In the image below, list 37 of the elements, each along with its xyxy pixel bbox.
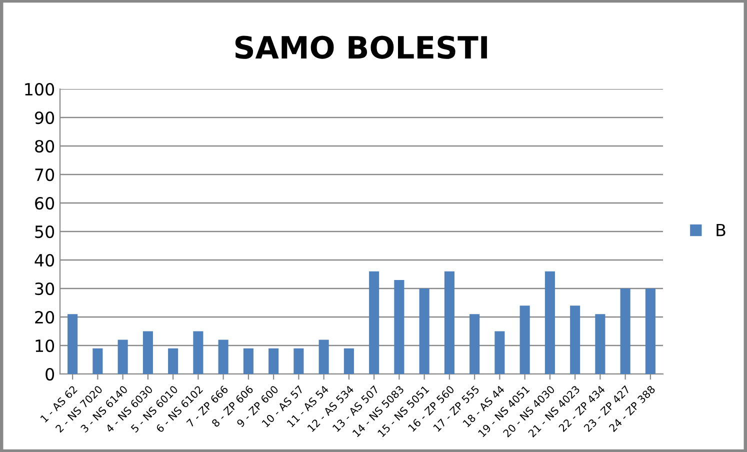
y-tick-label: 90: [34, 111, 54, 124]
bar: [570, 306, 580, 374]
bar: [470, 314, 480, 374]
y-tick-label: 10: [36, 339, 54, 352]
bar: [168, 348, 178, 374]
bar: [595, 314, 606, 374]
y-tick-label: 0: [46, 368, 54, 381]
y-tick-label: 50: [35, 225, 54, 238]
bar: [193, 331, 204, 374]
bar: [218, 340, 228, 374]
chart-title: SAMO BOLESTI: [235, 36, 487, 59]
bar: [419, 288, 430, 374]
bar: [494, 331, 505, 374]
y-tick-label: 100: [25, 82, 54, 96]
bar: [294, 348, 304, 374]
y-tick-label: 70: [35, 168, 54, 182]
y-tick-label: 20: [35, 310, 54, 324]
bar: [520, 306, 530, 374]
legend-label: B: [716, 224, 726, 236]
bar: [92, 348, 103, 374]
bar: [268, 348, 279, 374]
y-tick-label: 30: [35, 282, 54, 296]
bar: [444, 271, 454, 374]
bar: [118, 340, 128, 374]
bar: [243, 348, 254, 374]
bar: [369, 271, 380, 374]
y-tick-label: 60: [35, 196, 54, 210]
bar: [142, 331, 153, 374]
bar: [394, 280, 404, 374]
bar: [318, 340, 329, 374]
bar: [344, 348, 354, 374]
y-tick-label: 80: [35, 140, 54, 153]
bar: [645, 288, 656, 374]
y-tick-label: 40: [34, 254, 54, 267]
bar: [620, 288, 630, 374]
bar: [544, 271, 555, 374]
bar: [68, 314, 78, 374]
